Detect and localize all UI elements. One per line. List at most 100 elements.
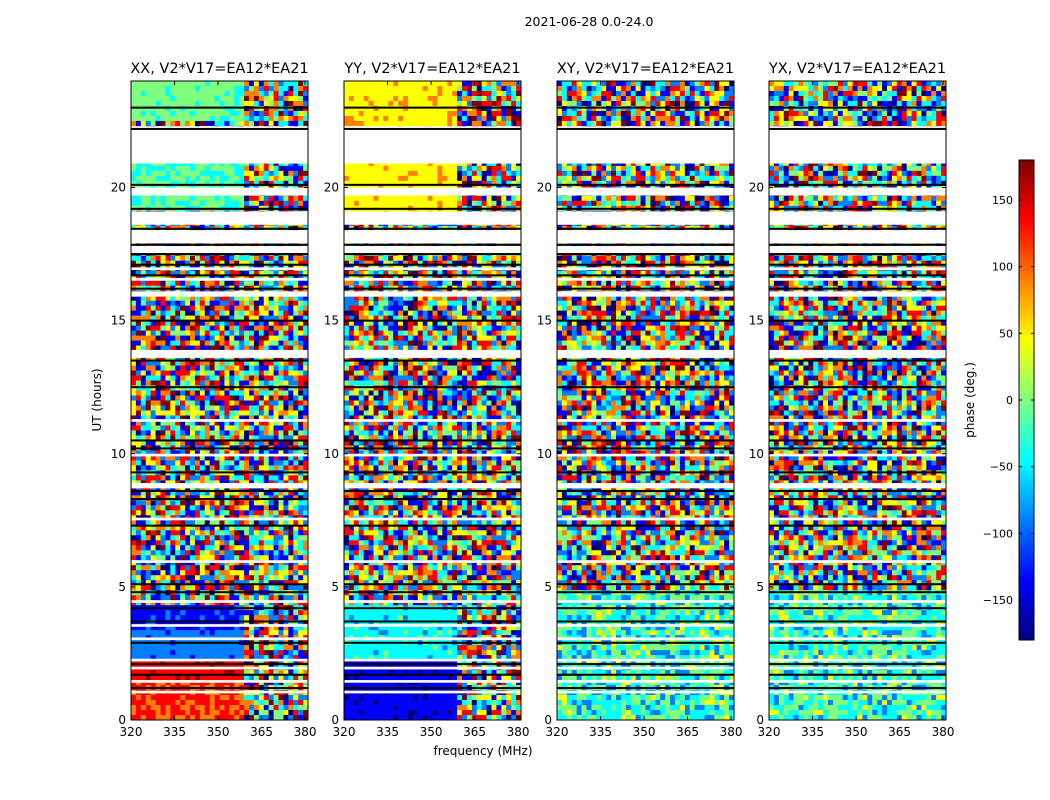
flagged-gap [769,637,946,641]
scan-boundary [344,319,521,322]
y-tick-label: 10 [537,447,552,461]
flagged-gap [557,278,734,281]
flagged-gap [131,600,308,603]
flagged-gap [557,690,734,694]
y-tick-label: 15 [749,314,764,328]
flagged-gap [769,230,946,244]
scan-boundary [769,439,946,442]
scan-boundary [344,498,521,501]
scan-boundary [557,319,734,322]
y-tick-label: 15 [324,314,339,328]
flagged-gap [344,136,521,140]
scan-boundary [557,127,734,130]
scan-boundary [344,583,521,586]
scan-boundary [557,253,734,256]
scan-boundary [769,243,946,246]
scan-boundary [557,471,734,474]
x-tick-label: 380 [720,725,743,739]
y-tick-label: 15 [537,314,552,328]
flagged-gap [557,658,734,662]
panel-title: YX, V2*V17=EA12*EA21 [768,61,946,77]
scan-boundary [557,439,734,442]
panel-title: XY, V2*V17=EA12*EA21 [557,61,734,77]
flagged-gap [769,187,946,196]
scan-boundary [557,687,734,690]
scan-boundary [131,183,308,186]
scan-boundary [769,607,946,610]
flagged-gap [769,349,946,358]
flagged-gap [131,291,308,297]
flagged-gap [131,690,308,694]
x-tick-label: 350 [845,725,868,739]
colorbar-tick-label: −100 [983,527,1013,540]
flagged-gap [769,136,946,140]
scan-boundary [344,673,521,676]
scan-boundary [131,127,308,130]
flagged-gap [131,666,308,670]
flagged-gap [769,483,946,489]
flagged-gap [344,690,521,694]
x-tick-label: 380 [294,725,317,739]
x-tick-label: 335 [163,725,186,739]
scan-boundary [769,673,946,676]
scan-boundary [769,687,946,690]
flagged-gap [131,126,308,164]
flagged-gap [131,187,308,196]
y-tick-label: 20 [749,181,764,195]
flagged-gap [344,211,521,225]
scan-boundary [557,243,734,246]
flagged-gap [769,600,946,603]
flagged-gap [769,453,946,457]
y-tick-label: 10 [324,447,339,461]
colorbar-tick-label: 150 [992,194,1013,207]
scan-boundary [344,106,521,109]
y-tick-label: 20 [324,181,339,195]
panel-xx: XX, V2*V17=EA12*EA21 320 335 350 365 380 0 5 10 1… [111,61,317,739]
colorbar: 150 100 50 0 −50 −100 −150 [983,159,1035,641]
flagged-gap [131,637,308,641]
flagged-gap [769,560,946,563]
flagged-gap [557,624,734,627]
scan-boundary [131,490,308,493]
scan-boundary [557,386,734,389]
scan-boundary [769,663,946,666]
flagged-gap [557,666,734,670]
scan-boundary [769,641,946,644]
flagged-gap [131,658,308,662]
flagged-gap [131,483,308,489]
scan-boundary [557,498,734,501]
colorbar-tick-label: 50 [999,327,1013,340]
x-tick-label: 365 [888,725,911,739]
scan-boundary [769,591,946,594]
scan-boundary [131,524,308,527]
scan-boundary [344,183,521,186]
scan-boundary [557,620,734,623]
flagged-gap [344,126,521,164]
flagged-gap [769,267,946,271]
flagged-gap [557,600,734,603]
flagged-gap [344,246,521,255]
x-tick-label: 350 [633,725,656,739]
scan-boundary [344,591,521,594]
flagged-gap [344,666,521,670]
flagged-gap [131,453,308,457]
flagged-gap [769,126,946,164]
x-tick-label: 335 [589,725,612,739]
flagged-gap [344,658,521,662]
y-tick-label: 20 [537,181,552,195]
y-tick-label: 0 [544,713,552,727]
scan-boundary [769,447,946,450]
colorbar-tick-label: 0 [1006,394,1013,407]
x-tick-label: 380 [507,725,530,739]
flagged-gap [557,230,734,244]
flagged-gap [131,267,308,271]
x-tick-label: 350 [207,725,230,739]
scan-boundary [769,287,946,290]
scan-boundary [557,227,734,230]
scan-boundary [557,106,734,109]
y-tick-label: 5 [331,580,339,594]
scan-boundary [769,359,946,362]
scan-boundary [131,227,308,230]
flagged-gap [769,690,946,694]
scan-boundary [131,498,308,501]
